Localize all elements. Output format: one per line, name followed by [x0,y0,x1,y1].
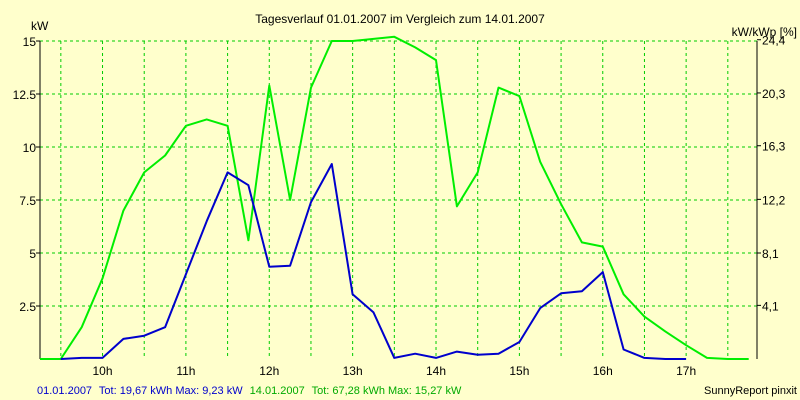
y-ticks-left: 2.5 5 7.5 10 12.5 15 [13,35,40,314]
y-right-tick-label-3: 16,3 [762,140,786,154]
chart-title: Tagesverlauf 01.01.2007 im Vergleich zum… [255,12,545,26]
x-tick-label-6: 16h [593,364,613,378]
series-line-14.01.2007 [40,35,749,360]
y-right-tick-label-0: 4,1 [762,299,779,313]
y-ticks-right: 4,1 8,1 12,2 16,3 20,3 24,4 [757,34,786,313]
grid [40,40,757,359]
x-tick-label-0: 10h [93,364,113,378]
x-tick-label-1: 11h [176,364,195,378]
legend-series1-stats: Tot: 19,67 kWh Max: 9,23 kW [99,385,243,397]
y-left-tick-label-3: 10 [23,141,37,155]
y-right-tick-label-2: 12,2 [762,193,786,207]
y-axis-left-label: kW [31,19,49,33]
credit-label: SunnyReport pinxit [704,385,797,397]
y-right-tick-label-1: 8,1 [762,247,779,261]
y-left-tick-label-1: 5 [29,247,36,261]
x-tick-label-4: 14h [426,364,446,378]
y-right-tick-label-4: 20,3 [762,87,786,101]
legend-series1-date: 01.01.2007 [37,385,92,397]
y-left-tick-label-5: 15 [23,35,37,49]
legend-footer: 01.01.2007 Tot: 19,67 kWh Max: 9,23 kW 1… [37,385,462,397]
y-left-tick-label-0: 2.5 [19,300,36,314]
y-left-tick-label-2: 7.5 [19,194,36,208]
x-tick-label-3: 13h [343,364,363,378]
legend-series2-date: 14.01.2007 [250,385,305,397]
y-right-tick-label-5: 24,4 [762,34,786,48]
series-line-01.01.2007 [60,163,687,360]
series-layer [40,35,749,360]
x-tick-label-5: 15h [509,364,529,378]
y-axis-right-label: kW/kWp [%] [732,25,797,39]
legend-series2-stats: Tot: 67,28 kWh Max: 15,27 kW [312,385,462,397]
x-tick-label-2: 12h [259,364,279,378]
x-tick-label-7: 17h [676,364,696,378]
x-ticks: 10h 11h 12h 13h 14h 15h 16h 17h [93,364,697,378]
y-left-tick-label-4: 12.5 [13,88,37,102]
